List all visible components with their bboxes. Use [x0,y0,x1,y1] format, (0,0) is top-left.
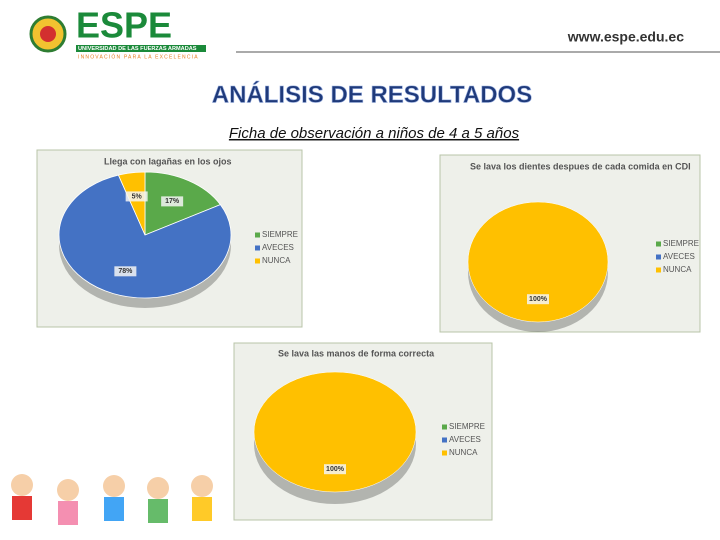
logo: ESPE UNIVERSIDAD DE LAS FUERZAS ARMADAS … [29,5,206,60]
slide-subtitle: Ficha de observación a niños de 4 a 5 añ… [229,125,520,142]
university: UNIVERSIDAD DE LAS FUERZAS ARMADAS [78,46,197,52]
brand-bar [76,45,206,52]
data-label-box [324,464,346,475]
legend-swatch [255,258,260,264]
emblem-core [40,26,56,42]
legend-swatch [255,245,260,251]
legend-label: SIEMPRE [449,422,485,431]
legend-swatch [442,437,447,443]
legend-label: AVECES [663,252,695,261]
chart: Se lava las manos de forma correcta0%0%1… [233,342,493,521]
chart-title: Se lava los dientes despues de cada comi… [470,161,691,171]
url: www.espe.edu.ec [567,29,684,45]
legend-label: AVECES [449,435,481,444]
chart-title: Llega con lagañas en los ojos [104,156,232,166]
legend-swatch [656,241,661,247]
data-label: 78% [118,268,133,275]
slide-title: ANÁLISIS DE RESULTADOS [212,80,532,108]
pie-slice [253,371,417,493]
brand: ESPE [76,5,172,46]
legend-swatch [442,450,447,456]
data-label: 17% [165,198,180,205]
legend-label: SIEMPRE [262,230,298,239]
data-label-box [161,196,184,207]
legend-label: SIEMPRE [663,239,699,248]
motto: INNOVACIÓN PARA LA EXCELENCIA [78,53,199,60]
legend-swatch [255,232,260,238]
legend-swatch [656,267,661,273]
chart-title: Se lava las manos de forma correcta [278,348,435,358]
legend-swatch [442,424,447,430]
legend-label: NUNCA [262,256,291,265]
data-label: 5% [132,193,143,200]
data-label-box [527,294,549,305]
kids [11,474,213,525]
pie-slice [467,201,609,323]
data-label-box [114,266,137,277]
data-label: 100% [529,296,548,303]
legend-label: NUNCA [449,448,478,457]
pie-slice [58,174,232,299]
pie-slice [117,171,146,236]
data-label: 100% [326,466,345,473]
chart: Llega con lagañas en los ojos 17% 78% 5% SIE… [36,149,303,328]
data-label-box [125,191,148,202]
legend-label: AVECES [262,243,294,252]
legend-label: NUNCA [663,265,692,274]
chart: Se lava los dientes despues de cada comi… [439,154,701,333]
legend-swatch [656,254,661,260]
